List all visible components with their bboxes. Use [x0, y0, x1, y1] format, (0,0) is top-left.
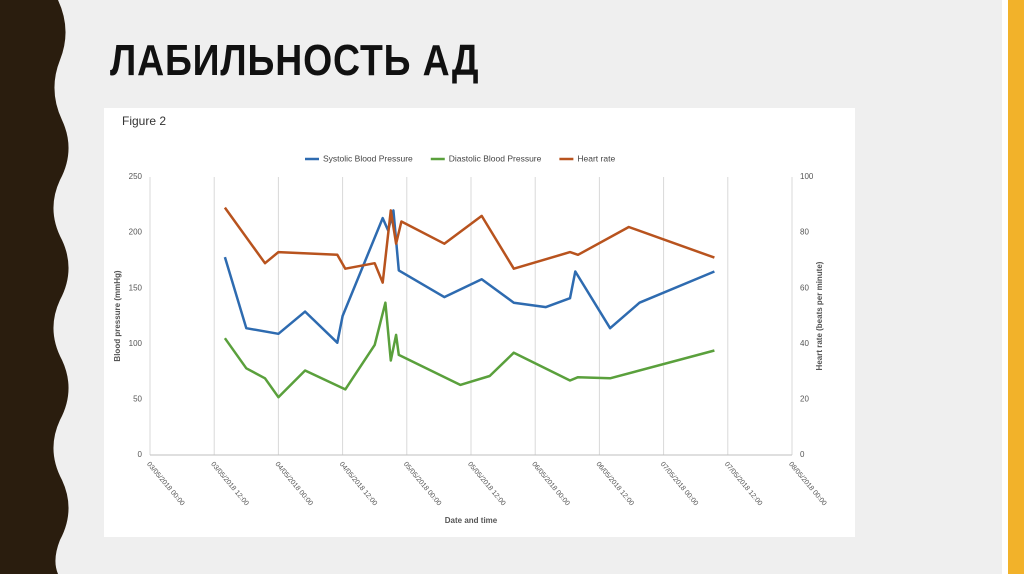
- x-tick-label: 06/05/2018 12:00: [594, 461, 634, 507]
- y-tick-label: 0: [138, 450, 143, 459]
- x-tick-label: 07/05/2018 12:00: [723, 461, 763, 507]
- x-tick-label: 03/05/2018 00:00: [145, 461, 185, 507]
- y-tick-label: 250: [129, 172, 143, 181]
- y-tick-label: 200: [129, 228, 143, 237]
- series-line: [223, 301, 715, 399]
- legend-label: Systolic Blood Pressure: [323, 153, 413, 163]
- right-gap: [1002, 0, 1008, 574]
- y-tick-label: 100: [129, 339, 143, 348]
- right-band: [1008, 0, 1024, 574]
- legend-label: Heart rate: [577, 153, 615, 163]
- x-tick-label: 03/05/2018 12:00: [209, 461, 249, 507]
- chart-panel: [104, 108, 855, 537]
- y2-tick-label: 60: [800, 283, 809, 292]
- y2-tick-label: 100: [800, 172, 814, 181]
- y2-axis-title: Heart rate (beats per minute): [815, 261, 824, 370]
- series-line: [223, 206, 715, 284]
- legend-label: Diastolic Blood Pressure: [449, 153, 542, 163]
- x-tick-label: 07/05/2018 00:00: [659, 461, 699, 507]
- left-band: [0, 0, 69, 574]
- slide-title: ЛАБИЛЬНОСТЬ АД: [110, 36, 480, 85]
- chart-title: Figure 2: [122, 114, 166, 128]
- x-tick-label: 06/05/2018 00:00: [530, 461, 570, 507]
- x-tick-label: 05/05/2018 12:00: [466, 461, 506, 507]
- x-tick-label: 05/05/2018 00:00: [402, 461, 442, 507]
- y-tick-label: 50: [133, 395, 142, 404]
- y2-tick-label: 80: [800, 228, 809, 237]
- series-line: [223, 209, 715, 344]
- x-tick-label: 04/05/2018 12:00: [338, 461, 378, 507]
- x-axis-title: Date and time: [445, 516, 498, 525]
- x-tick-label: 04/05/2018 00:00: [273, 461, 313, 507]
- y-tick-label: 150: [129, 283, 143, 292]
- y2-tick-label: 20: [800, 395, 809, 404]
- y2-tick-label: 0: [800, 450, 805, 459]
- y2-tick-label: 40: [800, 339, 809, 348]
- y-axis-title: Blood pressure (mmHg): [113, 270, 122, 361]
- x-tick-label: 08/05/2018 00:00: [787, 461, 827, 507]
